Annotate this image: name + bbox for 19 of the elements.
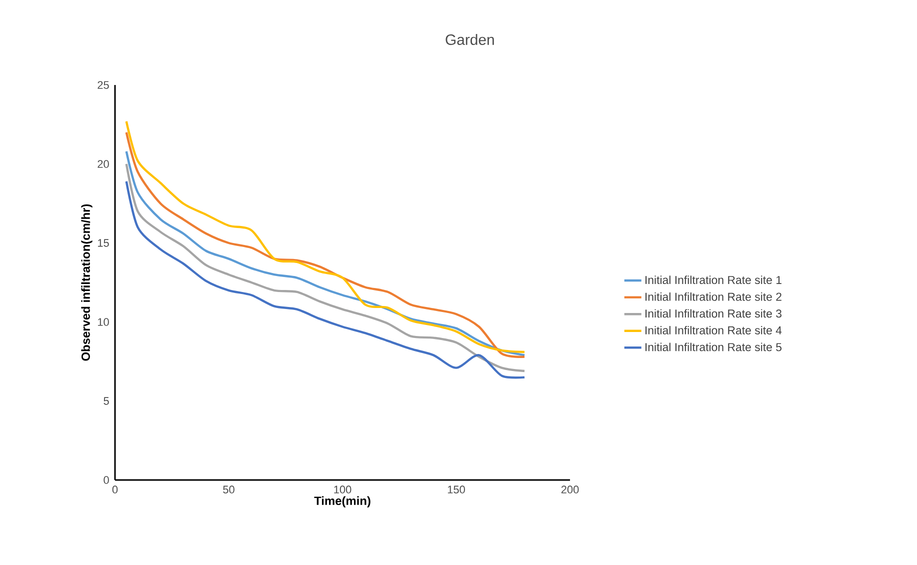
- y-axis-title: Observed infiltration(cm/hr): [81, 204, 92, 361]
- y-tick-label: 25: [98, 81, 109, 89]
- y-tick-label: 5: [104, 397, 109, 405]
- legend-label: Initial Infiltration Rate site 5: [646, 342, 782, 352]
- y-tick-label: 15: [98, 239, 109, 247]
- legend-label: Initial Infiltration Rate site 2: [646, 292, 782, 301]
- chart-title: Garden: [446, 34, 494, 45]
- y-tick-label: 10: [98, 318, 109, 326]
- x-tick-label: 150: [448, 486, 465, 494]
- x-tick-label: 50: [223, 486, 234, 494]
- y-tick-label: 0: [104, 476, 109, 484]
- x-tick-label: 200: [561, 486, 579, 494]
- legend-label: Initial Infiltration Rate site 1: [646, 276, 782, 284]
- x-axis-title: Time(min): [314, 496, 370, 508]
- legend-label: Initial Infiltration Rate site 4: [646, 326, 782, 334]
- x-tick-label: 100: [334, 486, 352, 494]
- legend-label: Initial Infiltration Rate site 3: [646, 309, 782, 318]
- x-tick-label: 0: [112, 486, 118, 494]
- y-tick-label: 20: [98, 160, 109, 168]
